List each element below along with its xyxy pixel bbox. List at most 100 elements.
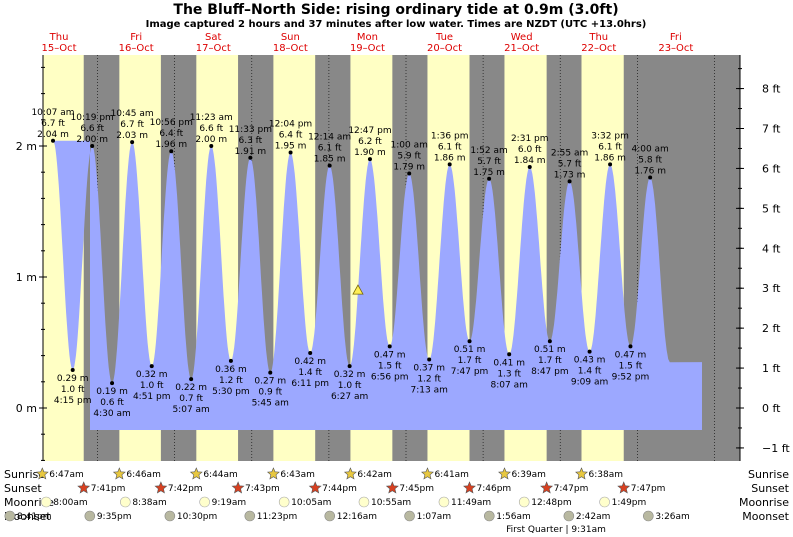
tide-ft: 6.1 ft (598, 142, 622, 152)
tide-m: 1.84 m (514, 156, 546, 166)
tide-time: 4:51 pm (133, 392, 171, 402)
tide-m: 0.19 m (96, 387, 128, 397)
page-title: The Bluff–North Side: rising ordinary ti… (173, 2, 618, 18)
tide-point (228, 358, 233, 363)
sunrise-time: 6:43am (280, 470, 315, 480)
sunrise-time: 6:42am (357, 470, 392, 480)
page-subtitle: Image captured 2 hours and 37 minutes af… (146, 19, 647, 30)
moonset-icon (244, 510, 256, 522)
low-tide-label: 0.36 m1.2 ft5:30 pm (212, 365, 250, 397)
moonrise-time: 1:49pm (612, 498, 647, 508)
moonrise-time: 8:00am (53, 498, 87, 508)
tide-time: 1:52 am (470, 146, 507, 156)
tide-ft: 1.3 ft (497, 369, 521, 379)
y-right-tick-label: 1 ft (762, 362, 781, 375)
moon-phase-label: First Quarter | 9:31am (506, 525, 606, 535)
tide-point (367, 157, 372, 162)
sunrise-time: 6:38am (588, 470, 623, 480)
day-label-date: 19–Oct (350, 43, 385, 54)
moonset-time: 3:26am (655, 512, 690, 522)
moonset-icon (84, 510, 96, 522)
y-right-tick-label: 8 ft (762, 83, 781, 96)
tide-point (387, 344, 392, 349)
tide-time: 8:07 am (491, 380, 528, 390)
tide-ft: 6.3 ft (238, 136, 262, 146)
moonset-time: 1:07am (417, 512, 452, 522)
sunset-icon (231, 481, 245, 494)
high-tide-label: 3:32 pm6.1 ft1.86 m (591, 131, 629, 163)
tide-point (587, 349, 592, 354)
low-tide-label: 0.43 m1.4 ft9:09 am (571, 356, 608, 388)
axes: 0 m 1 m 2 m −1 ft 0 ft 1 ft 2 ft 3 ft 4 ft 5 ft 6 … (16, 32, 790, 461)
moonset-time: 8:41pm (17, 512, 52, 522)
tide-ft: 1.0 ft (338, 381, 362, 391)
y-right-tick-label: −1 ft (762, 442, 790, 455)
tide-m: 2.00 m (76, 135, 108, 145)
current-tide-marker (352, 284, 364, 295)
moonset-time: 12:16am (337, 512, 377, 522)
tide-time: 11:23 am (190, 113, 233, 123)
tide-m: 1.76 m (634, 166, 666, 176)
tide-ft: 1.5 ft (619, 361, 643, 371)
moonrise-time: 12:48pm (531, 498, 571, 508)
tide-point (268, 370, 273, 375)
tide-point (90, 144, 95, 148)
low-tide-label: 0.47 m1.5 ft6:56 pm (371, 350, 409, 382)
y-left-tick-label: 1 m (16, 271, 37, 284)
tide-m: 0.47 m (374, 350, 406, 360)
sunset-time: 7:41pm (91, 484, 126, 494)
day-label-date: 22–Oct (581, 43, 616, 54)
low-tide-label: 0.27 m0.9 ft5:45 am (252, 377, 289, 409)
tide-m: 1.95 m (275, 142, 307, 152)
moonrise-time: 11:49am (451, 498, 491, 508)
high-tide-label: 2:55 am5.7 ft1.73 m (551, 148, 588, 180)
tide-point (189, 377, 194, 382)
day-label-weekday: Fri (130, 32, 142, 43)
tide-time: 4:00 am (631, 144, 668, 154)
tide-point (327, 163, 332, 168)
tide-ft: 5.9 ft (397, 152, 421, 162)
y-right-tick-label: 3 ft (762, 282, 781, 295)
tide-time: 8:47 pm (531, 367, 569, 377)
moonset-icon (4, 510, 16, 522)
sunset-icon (540, 481, 554, 494)
tide-m: 1.75 m (473, 168, 505, 178)
tide-point (308, 350, 313, 355)
tide-ft: 6.4 ft (159, 129, 183, 139)
sunset-time: 7:47pm (554, 484, 589, 494)
sunrise-icon (35, 467, 49, 480)
tide-m: 0.22 m (175, 383, 207, 393)
day-label-weekday: Thu (588, 32, 608, 43)
tide-ft: 1.4 ft (298, 368, 322, 378)
tide-m: 1.90 m (354, 148, 386, 158)
sunrise-icon (343, 467, 357, 480)
day-label-date: 21–Oct (504, 43, 539, 54)
tide-point (467, 339, 472, 344)
moonrise-time: 9:19am (212, 498, 247, 508)
tide-m: 1.91 m (235, 147, 267, 157)
tide-m: 0.32 m (136, 370, 168, 380)
tide-time: 7:13 am (411, 386, 448, 396)
tide-point (427, 357, 432, 362)
high-tide-label: 4:00 am5.8 ft1.76 m (631, 144, 668, 176)
sunrise-icon (112, 467, 126, 480)
row-label-sunrise: Sunrise (4, 468, 45, 481)
tide-ft: 0.9 ft (258, 388, 282, 398)
tide-ft: 5.7 ft (477, 157, 501, 167)
day-label-weekday: Tue (435, 32, 453, 43)
tide-point (169, 149, 174, 154)
tide-m: 0.27 m (254, 377, 286, 387)
sunrise-time: 6:39am (511, 470, 546, 480)
high-tide-label: 2:31 pm6.0 ft1.84 m (511, 134, 549, 166)
tide-ft: 6.7 ft (120, 120, 144, 130)
low-tide-label: 0.37 m1.2 ft7:13 am (411, 364, 448, 396)
tide-time: 6:56 pm (371, 372, 409, 382)
tide-time: 3:32 pm (591, 131, 629, 141)
tide-ft: 6.0 ft (518, 145, 542, 155)
moonset-time: 10:30pm (177, 512, 217, 522)
high-tide-label: 10:56 pm6.4 ft1.96 m (150, 118, 193, 150)
tide-m: 0.42 m (294, 357, 326, 367)
tide-ft: 6.1 ft (438, 142, 462, 152)
tide-point (248, 155, 253, 160)
